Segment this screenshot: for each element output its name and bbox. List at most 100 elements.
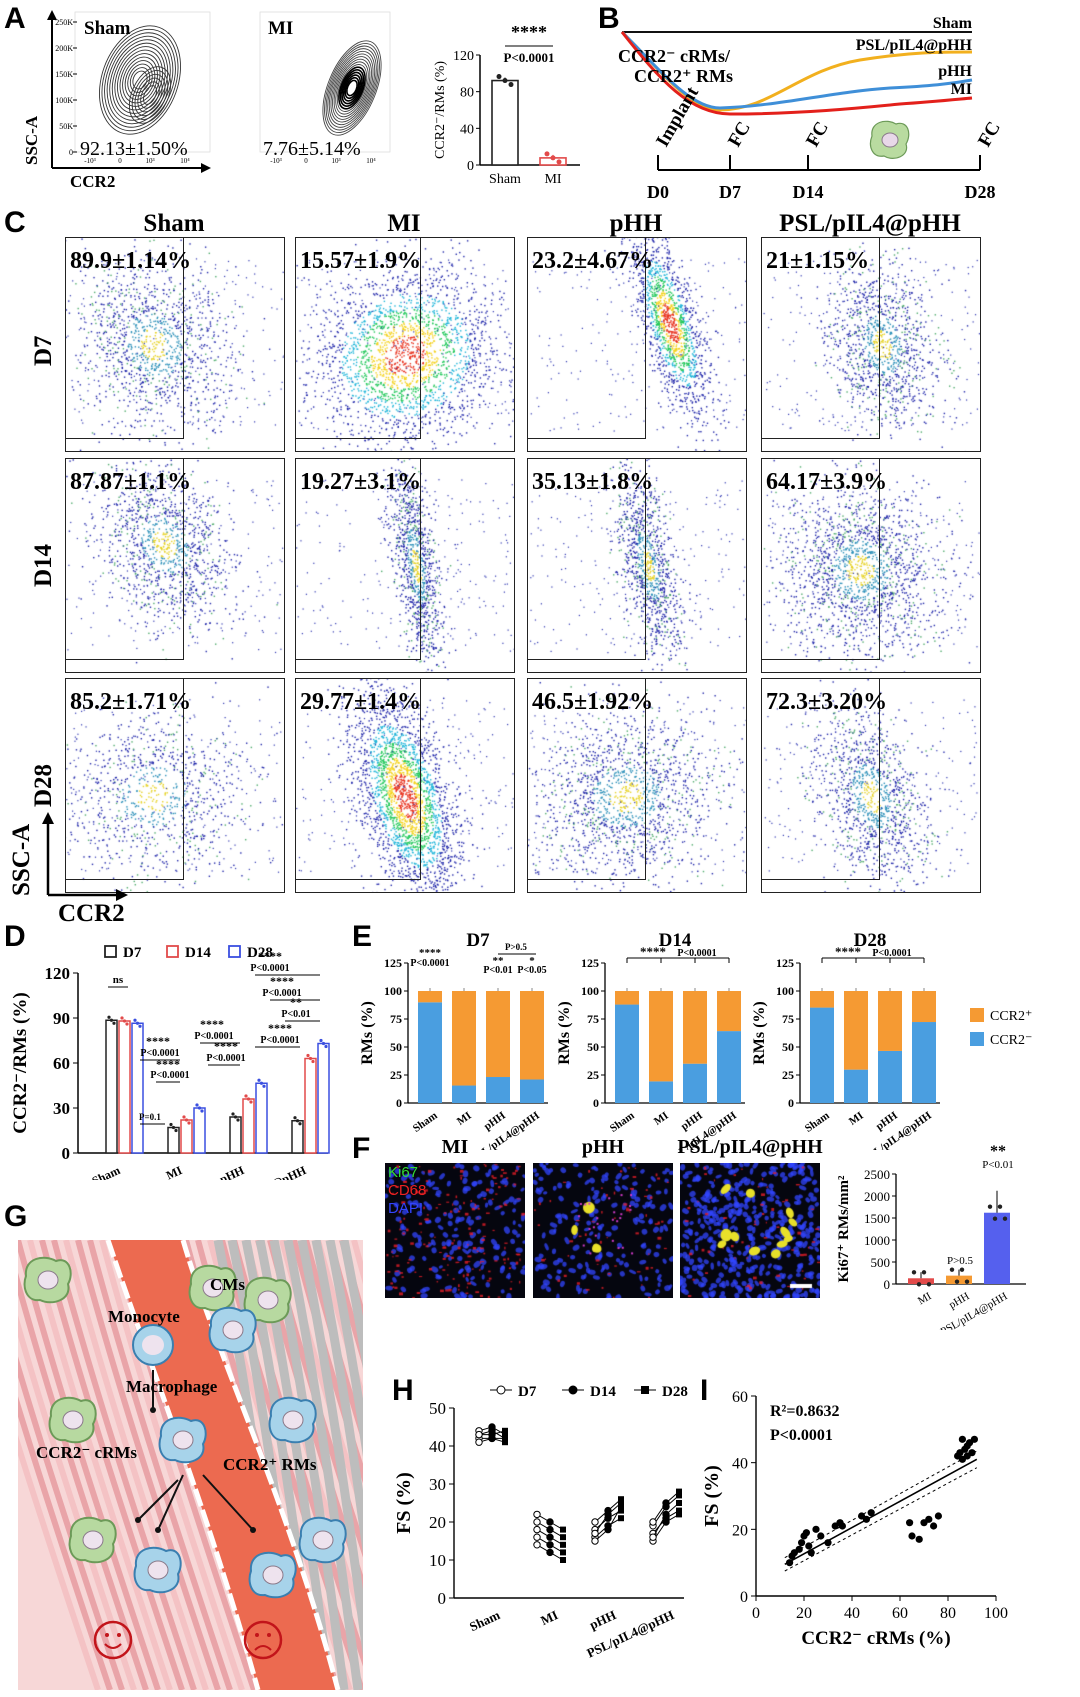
scatter-density bbox=[528, 238, 746, 451]
panel-label-b: B bbox=[598, 2, 620, 35]
muscle-fiber bbox=[18, 1356, 125, 1690]
panel-a-x-axis-label: CCR2 bbox=[70, 172, 116, 191]
ccr2-pos-cell-icon bbox=[208, 1306, 257, 1354]
flow-plot: 35.13±1.8% bbox=[527, 458, 747, 673]
y-tick-label: 60 bbox=[53, 1054, 70, 1073]
data-point bbox=[311, 1059, 315, 1064]
panel-label-i: I bbox=[700, 1374, 709, 1407]
data-point bbox=[963, 1442, 971, 1450]
data-point bbox=[257, 1078, 261, 1082]
data-point bbox=[817, 1532, 825, 1540]
muscle-fiber bbox=[75, 1240, 221, 1690]
muscle-fiber bbox=[311, 1240, 363, 1554]
gate-percentage: 19.27±3.1% bbox=[300, 469, 422, 495]
chart-title: D7 bbox=[466, 930, 490, 951]
gate-percentage: 72.3±3.20% bbox=[766, 689, 888, 715]
series-label: PSL/pIL4@pHH bbox=[856, 37, 973, 54]
x-tick-label: 0 bbox=[304, 157, 308, 165]
y-tick-label: 60 bbox=[732, 1389, 748, 1406]
data-point bbox=[112, 1021, 116, 1025]
ccr2-pos-cell-icon bbox=[133, 1546, 182, 1594]
data-point bbox=[964, 1279, 970, 1284]
series-label: Sham bbox=[933, 15, 973, 32]
data-point bbox=[184, 1118, 189, 1122]
data-point bbox=[231, 1112, 235, 1116]
panel-i-scatter-chart: 0 20 40 60 0 20 40 60 80 100 FS (%) CCR2⁻ cRMs (%) R… bbox=[701, 1389, 1008, 1649]
data-point bbox=[171, 1125, 176, 1130]
image-title: MI bbox=[441, 1136, 469, 1158]
bar-ccr2-pos bbox=[452, 991, 476, 1086]
data-point bbox=[233, 1115, 238, 1119]
muscle-fiber bbox=[315, 1240, 363, 1407]
contour-line bbox=[99, 25, 181, 135]
y-tick-label: 30 bbox=[53, 1099, 70, 1118]
panel-a-mi-title: MI bbox=[268, 18, 294, 39]
y-tick-label: 120 bbox=[453, 49, 474, 64]
data-point bbox=[502, 1439, 508, 1446]
legend-swatch bbox=[104, 945, 117, 958]
data-point bbox=[259, 1081, 264, 1085]
row-header: D14 bbox=[30, 543, 57, 587]
gate-rectangle bbox=[762, 459, 880, 660]
flow-plot: 15.57±1.9% bbox=[295, 237, 515, 452]
contour-line bbox=[134, 73, 166, 117]
series-label: MI bbox=[951, 81, 972, 98]
scatter-density bbox=[296, 238, 514, 451]
panel-f-bar-chart: 0 500 1000 1500 2000 2500 Ki67⁺ RMs/mm² MI pHHPS… bbox=[836, 1143, 1026, 1330]
macrophage-icon bbox=[869, 120, 910, 159]
y-tick-label: 40 bbox=[429, 1437, 446, 1456]
x-tick-label: pHH bbox=[587, 1607, 618, 1632]
regression-line bbox=[784, 1458, 978, 1566]
arrow bbox=[137, 1479, 179, 1521]
data-point bbox=[546, 1525, 554, 1534]
panel-a-sham-title: Sham bbox=[84, 18, 131, 39]
panel-a-bar-chart: 0 40 80 120 CCR2⁻/RMs (%) Sham MI **** P<0.0001 bbox=[433, 22, 580, 187]
legend-label: CCR2⁺ bbox=[990, 1009, 1032, 1024]
x-tick-label: -10³ bbox=[84, 157, 95, 165]
data-point bbox=[182, 1115, 186, 1119]
data-point bbox=[488, 1430, 496, 1439]
stain-label: DAPI bbox=[388, 1200, 424, 1217]
significance-annotation: **** bbox=[419, 947, 442, 959]
gate-percentage: 64.17±3.9% bbox=[766, 469, 888, 495]
gate-rectangle bbox=[296, 459, 421, 660]
bar bbox=[105, 1019, 118, 1154]
panel-label-h: H bbox=[392, 1374, 414, 1407]
image-title: pHH bbox=[581, 1136, 625, 1158]
y-tick-label: 50 bbox=[587, 1040, 599, 1054]
y-tick-label: 90 bbox=[53, 1009, 70, 1028]
p-value: P<0.0001 bbox=[503, 50, 554, 65]
contour-line bbox=[129, 67, 151, 93]
y-label-line1: CCR2⁻ cRMs/ bbox=[618, 46, 731, 66]
contour-line bbox=[338, 66, 366, 110]
data-point bbox=[805, 1542, 813, 1550]
bar bbox=[317, 1042, 330, 1154]
data-point bbox=[475, 1430, 483, 1439]
y-tick-label: 250K bbox=[55, 18, 73, 27]
data-point bbox=[618, 1507, 624, 1514]
data-point bbox=[324, 1044, 328, 1049]
gate-rectangle bbox=[528, 459, 646, 660]
bar-ccr2-pos bbox=[520, 991, 544, 1080]
data-point bbox=[488, 1423, 496, 1431]
data-point bbox=[618, 1500, 624, 1506]
flow-plot: 21±1.15% bbox=[761, 237, 981, 452]
data-point bbox=[838, 1522, 846, 1530]
significance-annotation: P<0.0001 bbox=[250, 963, 289, 974]
x-tick-label: MI bbox=[164, 1163, 185, 1180]
contour-line bbox=[137, 77, 163, 113]
panel-a-sham-pct: 92.13±1.50% bbox=[80, 138, 188, 160]
illustration-label: Monocyte bbox=[108, 1307, 180, 1326]
significance-annotation: **** bbox=[200, 1017, 224, 1031]
data-point bbox=[502, 1431, 508, 1438]
day-label: D28 bbox=[965, 182, 996, 202]
contour-line bbox=[342, 74, 362, 102]
x-tick-label: Sham bbox=[411, 1110, 440, 1135]
legend-label: D7 bbox=[123, 945, 142, 961]
data-point bbox=[949, 1267, 955, 1272]
x-tick-label: 40 bbox=[844, 1605, 860, 1622]
flow-plot: 29.77±1.4% bbox=[295, 678, 515, 893]
muscle-fiber bbox=[18, 1315, 137, 1690]
ccr2-neg-cell-icon bbox=[23, 1256, 72, 1304]
